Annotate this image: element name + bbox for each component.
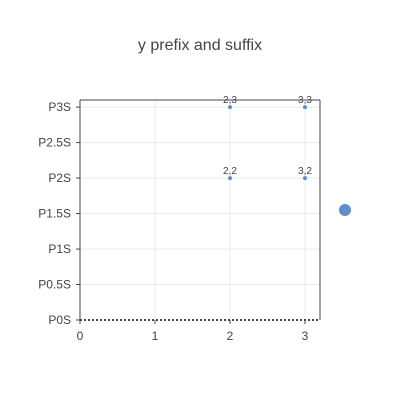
data-point[interactable] — [228, 176, 232, 181]
y-tick-label: P2.5S — [38, 136, 71, 150]
axis-layer — [79, 99, 321, 321]
y-tick-label: P1.5S — [38, 207, 71, 221]
y-tick-label: P2S — [48, 171, 71, 185]
data-point-label: 3,3 — [298, 95, 312, 106]
data-point[interactable] — [228, 105, 232, 110]
grid-layer — [80, 100, 320, 320]
x-tick-label: 2 — [227, 329, 234, 343]
y-tick-label: P0S — [48, 313, 71, 327]
y-tick-label: P0.5S — [38, 278, 71, 292]
data-point[interactable] — [303, 105, 307, 110]
tick-layer: 0 1 2 3 P0S P0.5S P1S P1.5S P2S P2.5S P3S — [38, 100, 308, 343]
y-tick-label: P3S — [48, 100, 71, 114]
point-layer: 2,3 3,3 2,2 3,2 — [223, 95, 312, 181]
x-tick-label: 1 — [152, 329, 159, 343]
legend[interactable] — [339, 204, 351, 216]
y-tick-label: P1S — [48, 242, 71, 256]
x-tick-label: 3 — [302, 329, 309, 343]
data-point-label: 3,2 — [298, 166, 312, 177]
data-point[interactable] — [303, 176, 307, 181]
data-point-label: 2,2 — [223, 166, 237, 177]
legend-marker[interactable] — [339, 204, 351, 216]
chart-title: y prefix and suffix — [138, 37, 262, 54]
data-point-label: 2,3 — [223, 95, 237, 106]
x-tick-label: 0 — [77, 329, 84, 343]
